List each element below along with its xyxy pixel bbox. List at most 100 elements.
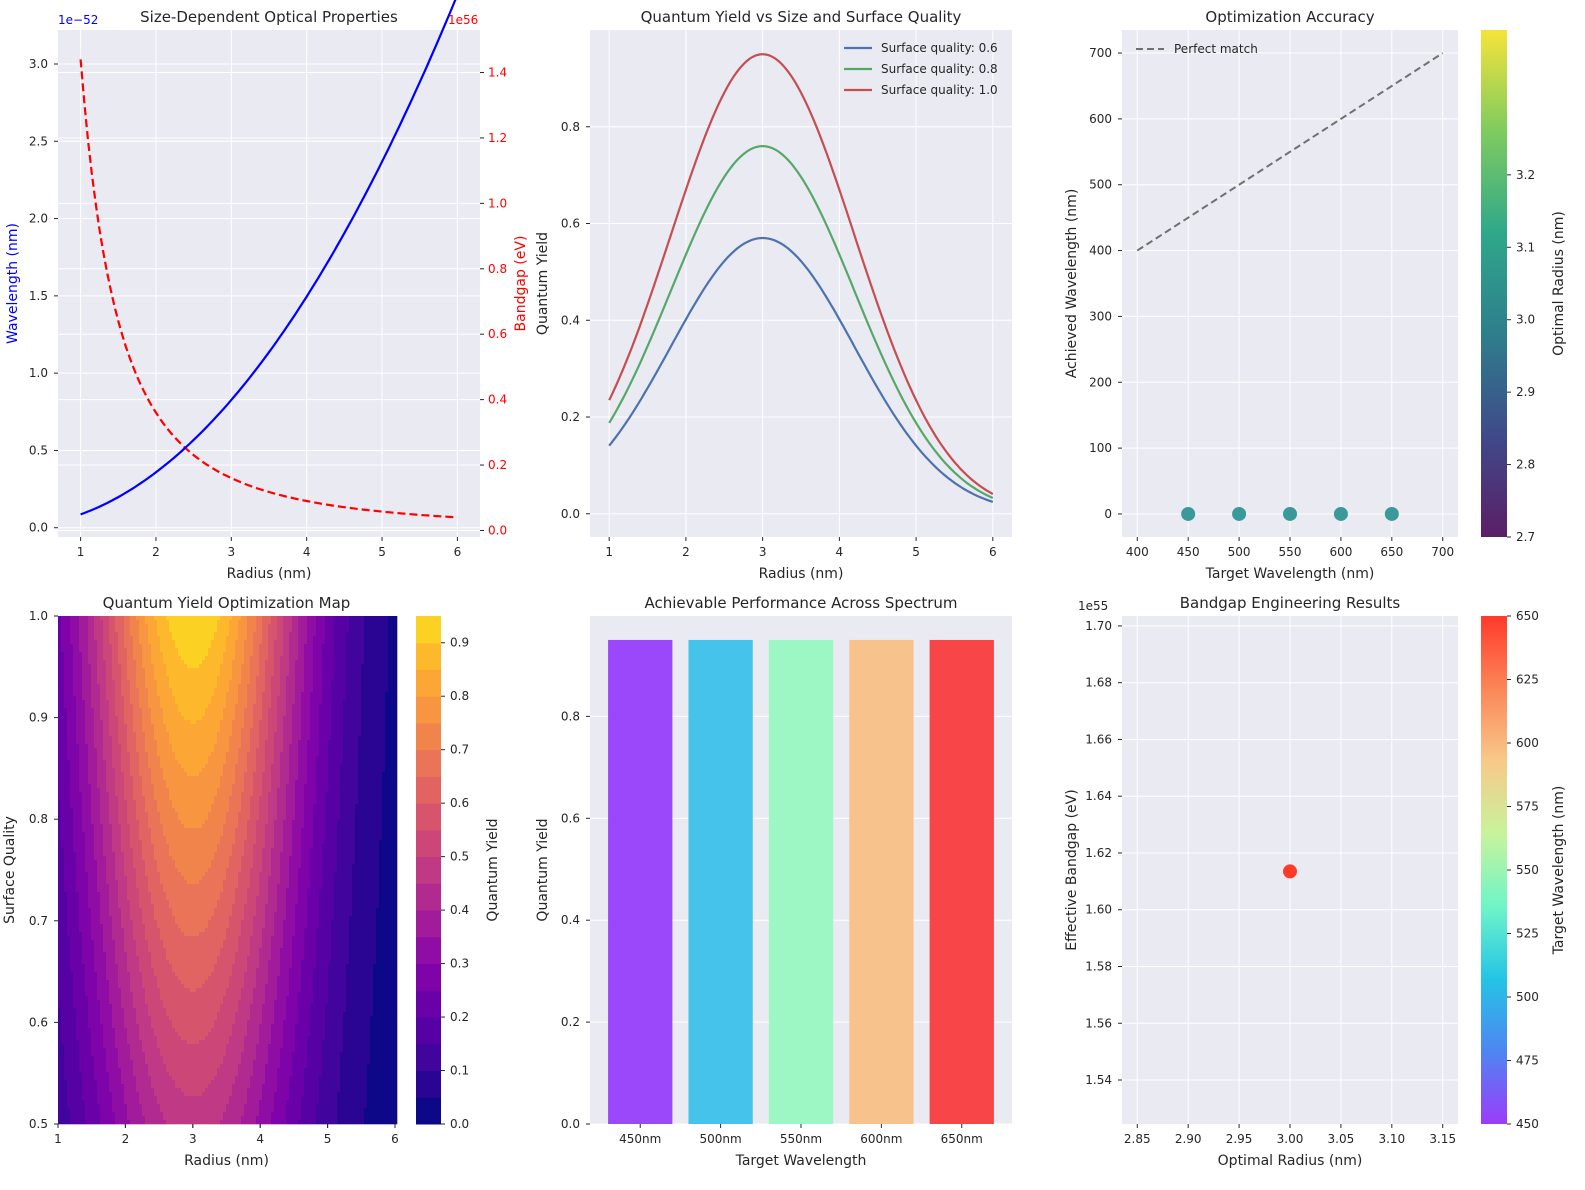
heatmap-cell xyxy=(64,896,68,901)
heatmap-cell xyxy=(94,1112,98,1117)
heatmap-cell xyxy=(79,1024,83,1029)
heatmap-cell xyxy=(94,976,98,981)
heatmap-cell xyxy=(127,1072,131,1077)
heatmap-cell xyxy=(145,1116,149,1121)
heatmap-cell xyxy=(148,1056,152,1061)
heatmap-cell xyxy=(79,888,83,893)
heatmap-cell xyxy=(112,964,116,969)
heatmap-cell xyxy=(115,776,119,781)
heatmap-cell xyxy=(142,996,146,1001)
heatmap-cell xyxy=(166,1064,170,1069)
heatmap-cell xyxy=(97,936,101,941)
heatmap-cell xyxy=(133,624,137,629)
heatmap-cell xyxy=(67,1064,71,1069)
x-tick-label: 1 xyxy=(54,1132,62,1146)
heatmap-cell xyxy=(160,1020,164,1025)
heatmap-cell xyxy=(91,1016,95,1021)
heatmap-cell xyxy=(124,900,128,905)
heatmap-cell xyxy=(157,924,161,929)
heatmap-cell xyxy=(166,788,170,793)
heatmap-cell xyxy=(124,624,128,629)
heatmap-cell xyxy=(118,800,122,805)
heatmap-cell xyxy=(124,1016,128,1021)
heatmap-cell xyxy=(112,788,116,793)
heatmap-cell xyxy=(163,704,167,709)
heatmap-cell xyxy=(145,732,149,737)
heatmap-cell xyxy=(82,736,86,741)
heatmap-cell xyxy=(82,912,86,917)
heatmap-cell xyxy=(154,836,158,841)
heatmap-cell xyxy=(130,764,134,769)
heatmap-cell xyxy=(151,832,155,837)
heatmap-cell xyxy=(61,1072,65,1077)
heatmap-cell xyxy=(61,940,65,945)
heatmap-cell xyxy=(148,792,152,797)
heatmap-cell xyxy=(121,972,125,977)
heatmap-cell xyxy=(106,812,110,817)
heatmap-cell xyxy=(157,1012,161,1017)
heatmap-cell xyxy=(127,1020,131,1025)
heatmap-cell xyxy=(151,784,155,789)
heatmap-cell xyxy=(91,804,95,809)
heatmap-cell xyxy=(64,1032,68,1037)
heatmap-cell xyxy=(163,784,167,789)
heatmap-cell xyxy=(94,776,98,781)
heatmap-cell xyxy=(118,1028,122,1033)
heatmap-cell xyxy=(70,728,74,733)
heatmap-cell xyxy=(85,628,89,633)
heatmap-cell xyxy=(94,664,98,669)
heatmap-cell xyxy=(118,1104,122,1109)
heatmap-cell xyxy=(118,780,122,785)
heatmap-cell xyxy=(76,632,80,637)
heatmap-cell xyxy=(73,1064,77,1069)
heatmap-cell xyxy=(130,620,134,625)
heatmap-cell xyxy=(61,896,65,901)
heatmap-cell xyxy=(145,628,149,633)
heatmap-cell xyxy=(145,992,149,997)
heatmap-cell xyxy=(142,1020,146,1025)
heatmap-cell xyxy=(64,980,68,985)
heatmap-cell xyxy=(151,1032,155,1037)
heatmap-cell xyxy=(139,852,143,857)
heatmap-cell xyxy=(142,1080,146,1085)
heatmap-cell xyxy=(58,780,62,785)
heatmap-cell xyxy=(142,712,146,717)
scatter-point xyxy=(1232,506,1247,521)
heatmap-cell xyxy=(106,628,110,633)
heatmap-cell xyxy=(82,1016,86,1021)
heatmap-cell xyxy=(118,980,122,985)
heatmap-cell xyxy=(157,904,161,909)
heatmap-cell xyxy=(166,1036,170,1041)
heatmap-cell xyxy=(163,700,167,705)
heatmap-cell xyxy=(79,1020,83,1025)
heatmap-cell xyxy=(139,664,143,669)
heatmap-cell xyxy=(151,952,155,957)
heatmap-cell xyxy=(124,944,128,949)
heatmap-cell xyxy=(148,896,152,901)
heatmap-cell xyxy=(97,824,101,829)
heatmap-cell xyxy=(154,704,158,709)
x-tick-label: 2 xyxy=(122,1132,130,1146)
heatmap-cell xyxy=(157,712,161,717)
heatmap-cell xyxy=(145,980,149,985)
heatmap-cell xyxy=(145,1064,149,1069)
heatmap-cell xyxy=(136,1084,140,1089)
heatmap-cell xyxy=(100,1020,104,1025)
heatmap-cell xyxy=(145,1096,149,1101)
heatmap-cell xyxy=(124,640,128,645)
heatmap-cell xyxy=(70,836,74,841)
heatmap-cell xyxy=(106,716,110,721)
heatmap-cell xyxy=(115,972,119,977)
heatmap-cell xyxy=(121,952,125,957)
heatmap-cell xyxy=(145,968,149,973)
heatmap-cell xyxy=(64,976,68,981)
heatmap-cell xyxy=(103,1120,107,1125)
heatmap-cell xyxy=(160,1080,164,1085)
heatmap-cell xyxy=(109,808,113,813)
heatmap-cell xyxy=(79,860,83,865)
heatmap-cell xyxy=(58,744,62,749)
heatmap-cell xyxy=(100,724,104,729)
heatmap-cell xyxy=(157,832,161,837)
heatmap-cell xyxy=(61,748,65,753)
heatmap-cell xyxy=(106,1000,110,1005)
